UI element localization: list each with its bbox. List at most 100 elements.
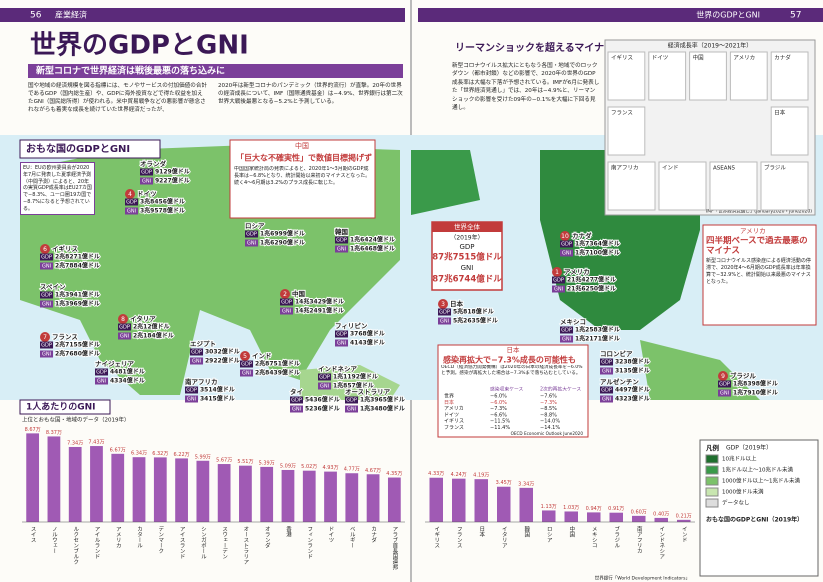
- rank-badge: [560, 231, 570, 241]
- value-label: 5.99万: [195, 454, 211, 460]
- category-label: スイス: [30, 526, 37, 543]
- left-header-bar: [0, 8, 405, 22]
- legend-title: 凡例: [705, 443, 720, 452]
- growth-country: カナダ: [774, 54, 791, 62]
- world-gdp: 87兆7515億ドル: [432, 252, 502, 263]
- usa-headline: 四半期ベースで過去最悪のマイナス: [706, 236, 808, 257]
- country-gni: 5兆2635億ドル: [453, 317, 498, 325]
- country-name: タイ: [290, 387, 303, 396]
- tag-bg: [280, 298, 293, 306]
- tag: GDP: [246, 232, 257, 238]
- category-label: ルクセンブルク: [72, 526, 79, 565]
- world-gni: 87兆6744億ドル: [432, 274, 502, 285]
- landmass: [411, 150, 480, 215]
- growth-cell: [770, 51, 809, 101]
- category-label: フィンランド: [306, 526, 313, 560]
- tag: GNI: [127, 209, 136, 215]
- bar: [345, 473, 359, 522]
- tag: GDP: [336, 238, 347, 244]
- eu-note-text: EU：EUの欧州委員会が2020年7月に発表した夏季経済予測（中間予測）によると…: [20, 162, 95, 216]
- chart-title: 1人あたりのGNI: [26, 401, 96, 413]
- tag: GDP: [41, 255, 52, 261]
- bar: [564, 511, 578, 522]
- growth-cell: [709, 161, 758, 211]
- category-label: ベルギー: [349, 526, 356, 548]
- right-text: 新型コロナウイルス拡大にともなう各国・地域でのロックダウン（都市封鎖）などの影響…: [452, 63, 599, 111]
- bar: [609, 512, 623, 522]
- tag: GNI: [187, 397, 196, 403]
- rank-badge: [40, 244, 50, 254]
- category-label: メキシコ: [591, 526, 598, 548]
- tag: GDP: [41, 343, 52, 349]
- usa-label: アメリカ: [740, 227, 766, 235]
- country-name: スペイン: [40, 283, 66, 291]
- japan-text: OECD（経済協力開発機構）は2020年の日本の経済成長率を−6.0%と予測。感…: [441, 365, 583, 376]
- bar: [542, 510, 556, 522]
- tag: GDP: [241, 362, 252, 368]
- bar: [153, 457, 167, 522]
- tag-bg: [40, 300, 53, 308]
- table-cell: 日本: [444, 399, 454, 406]
- country-gdp: 1兆2583億ドル: [575, 326, 620, 334]
- country-gni: 14兆2491億ドル: [295, 307, 344, 315]
- world-label-bg: [432, 222, 502, 232]
- category-label: シンガポール: [200, 526, 207, 559]
- tag: GDP: [346, 398, 357, 404]
- tag-bg: [245, 239, 258, 247]
- tag-bg: [118, 323, 131, 331]
- growth-country: アメリカ: [733, 55, 755, 62]
- country-name: 南アフリカ: [185, 377, 218, 386]
- country-name: カナダ: [572, 231, 592, 240]
- growth-cell: [689, 51, 727, 101]
- value-label: 5.02万: [301, 464, 317, 470]
- tag: GDP: [336, 332, 347, 338]
- country-gni: 2922億ドル: [205, 357, 240, 365]
- legend-item: 10兆ドル以上: [722, 455, 757, 463]
- tag-bg: [345, 405, 358, 413]
- tag-bg: [600, 386, 613, 394]
- bar: [324, 471, 337, 522]
- tag: GNI: [42, 264, 51, 270]
- value-label: 4.93万: [322, 465, 338, 471]
- bar: [239, 465, 252, 522]
- country-gni: 1兆7910億ドル: [733, 389, 778, 397]
- table-cell: −11.5%: [490, 419, 510, 425]
- usa-inner: 四半期ベースで過去最悪のマイナス 新型コロナウイルス感染症による経済活動の停滞で、…: [706, 236, 813, 286]
- tag-bg: [600, 395, 613, 403]
- bar: [111, 453, 125, 522]
- china-box: [229, 139, 376, 219]
- rank: 10: [561, 233, 569, 240]
- rank: 9: [721, 373, 725, 380]
- category-label: 日本: [478, 526, 485, 539]
- world-year: （2019年）: [450, 234, 483, 242]
- value-label: 4.77万: [344, 467, 360, 473]
- country-gni: 9227億ドル: [155, 177, 190, 185]
- tag: GDP: [96, 370, 107, 376]
- tag: GNI: [562, 337, 571, 343]
- value-label: 4.67万: [365, 468, 381, 474]
- tag: GNI: [337, 341, 346, 347]
- country-gdp: 4481億ドル: [110, 368, 145, 376]
- tag-bg: [560, 249, 573, 257]
- country-gdp: 21兆4277億ドル: [567, 276, 616, 284]
- tag-bg: [40, 291, 53, 299]
- tag-bg: [190, 348, 203, 356]
- country-name: ブラジル: [730, 371, 756, 380]
- bar: [632, 515, 646, 522]
- table-cell: −6.6%: [490, 412, 507, 418]
- subtitle-band: [28, 64, 403, 78]
- tag-bg: [335, 236, 348, 244]
- country-gni: 4143億ドル: [350, 339, 385, 347]
- bar: [217, 464, 231, 522]
- intro-col: 2020年は新型コロナのパンデミック（世界的流行）が直撃。20年の世界の経済成長…: [218, 83, 403, 105]
- country-name: 日本: [450, 299, 464, 308]
- country-gdp: 1兆6999億ドル: [260, 230, 305, 238]
- category-label: オランダ: [264, 526, 271, 550]
- category-label: フランス: [456, 526, 463, 549]
- tag: GNI: [282, 309, 291, 315]
- rank-badge: [40, 332, 50, 342]
- growth-cell: [760, 161, 809, 211]
- country-name: コロンビア: [600, 349, 633, 358]
- value-label: 6.32万: [152, 451, 168, 457]
- country-name: 中国: [292, 289, 306, 298]
